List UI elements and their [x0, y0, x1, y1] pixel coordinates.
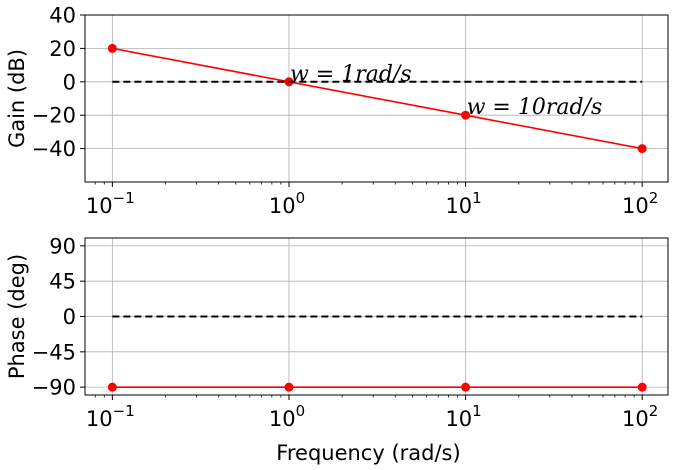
data-point: [107, 382, 117, 392]
x-tick-label: 101: [445, 189, 481, 218]
y-tick-label: −90: [32, 376, 76, 400]
y-tick-label: 40: [49, 4, 76, 28]
data-point: [461, 110, 471, 120]
x-tick-label: 10−1: [86, 402, 135, 431]
grid: [85, 14, 668, 182]
x-tick-label: 102: [622, 189, 658, 218]
x-tick-label: 101: [445, 402, 481, 431]
axes-frame: [84, 14, 669, 183]
y-tick-label: −20: [32, 104, 76, 128]
frequency-annotation: w = 1rad/s: [290, 62, 412, 87]
x-axis-label: Frequency (rad/s): [276, 441, 460, 465]
y-tick-label: −40: [32, 137, 76, 161]
x-tick-label: 10−1: [86, 189, 135, 218]
x-tick-label: 100: [269, 189, 305, 218]
y-axis-label: Phase (deg): [5, 254, 29, 379]
data-point: [637, 382, 647, 392]
y-tick-label: 45: [49, 270, 76, 294]
data-point: [461, 382, 471, 392]
data-point: [284, 382, 294, 392]
y-tick-label: −45: [32, 340, 76, 364]
data-point: [107, 43, 117, 53]
series-line: [112, 47, 643, 150]
y-tick-label: 0: [63, 70, 76, 94]
y-tick-label: 20: [49, 37, 76, 61]
frequency-annotation: w = 10rad/s: [467, 95, 603, 120]
x-tick-label: 102: [622, 402, 658, 431]
data-point: [637, 144, 647, 154]
y-tick-label: 0: [63, 305, 76, 329]
y-axis-label: Gain (dB): [5, 49, 29, 148]
y-tick-label: 90: [49, 234, 76, 258]
x-tick-label: 100: [269, 402, 305, 431]
